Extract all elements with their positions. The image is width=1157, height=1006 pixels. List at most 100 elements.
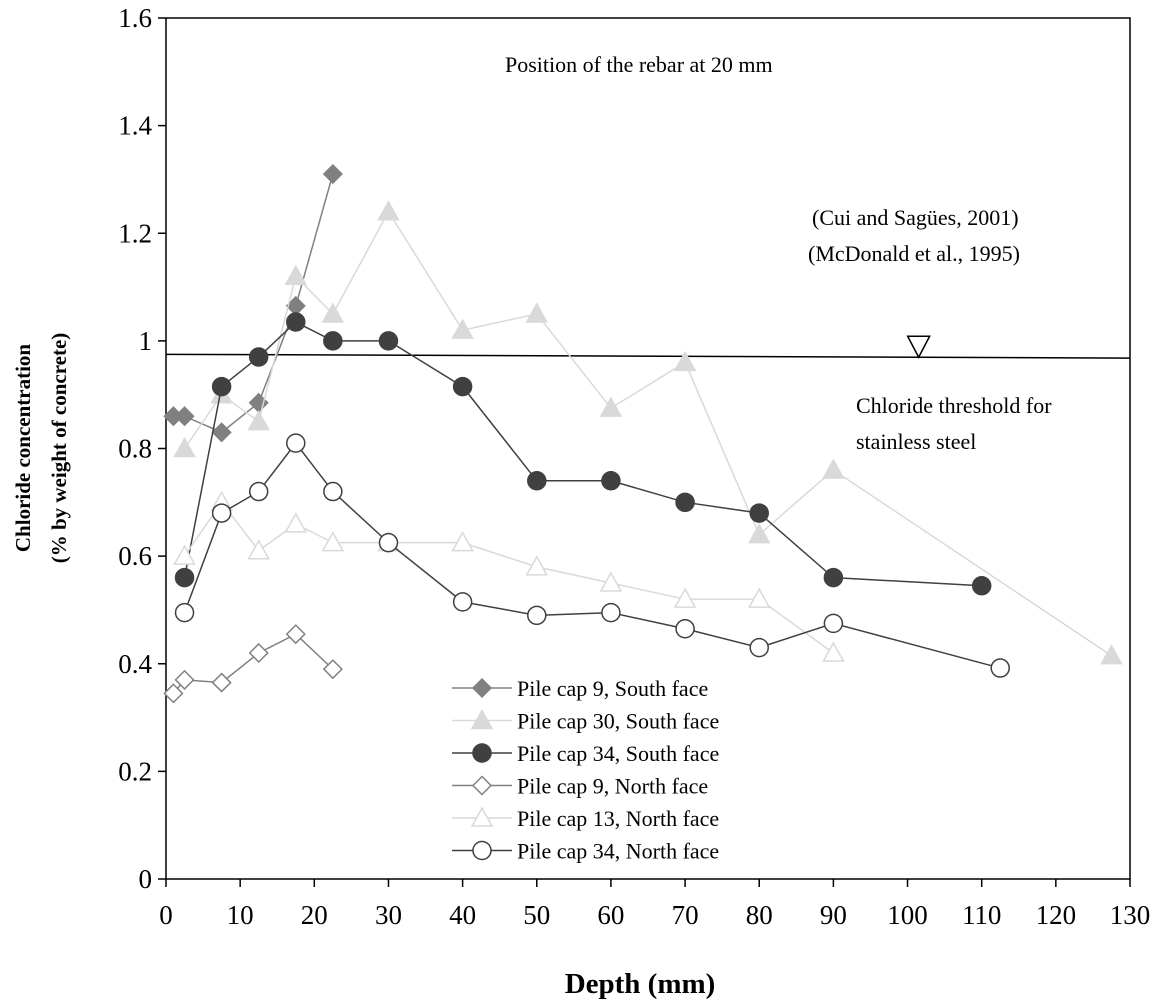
- data-point: [822, 458, 845, 479]
- x-tick-label: 50: [523, 900, 550, 930]
- legend-swatch-marker: [472, 840, 492, 861]
- legend-item: Pile cap 9, South face: [452, 676, 708, 701]
- data-point: [322, 659, 343, 680]
- data-point: [452, 592, 473, 612]
- legend-item: Pile cap 9, North face: [452, 774, 708, 799]
- data-point: [248, 347, 269, 367]
- data-point: [173, 436, 196, 458]
- data-point: [321, 531, 345, 552]
- x-tick-label: 110: [962, 900, 1002, 930]
- x-tick-label: 80: [746, 900, 773, 930]
- y-axis-title-line2: (% by weight of concrete): [47, 333, 71, 564]
- data-point: [284, 264, 308, 286]
- threshold-line: [165, 353, 1131, 359]
- data-point: [749, 503, 769, 523]
- x-tick-label: 60: [597, 900, 624, 930]
- plot-area: [165, 17, 1131, 880]
- data-point: [211, 422, 232, 443]
- legend-label: Pile cap 9, North face: [517, 774, 708, 799]
- data-point: [675, 619, 695, 639]
- data-point: [248, 642, 269, 664]
- series-4: [163, 624, 343, 704]
- series-line: [183, 501, 834, 654]
- y-axis-title-line1: Chloride concentration: [11, 344, 35, 553]
- legend-swatch-marker: [471, 775, 493, 796]
- x-tick-label: 100: [887, 900, 928, 930]
- data-point: [747, 587, 771, 608]
- y-tick-label: 0.8: [118, 434, 152, 464]
- data-point: [378, 331, 399, 351]
- x-tick-label: 40: [449, 900, 476, 930]
- data-point: [601, 602, 621, 623]
- x-tick-label: 20: [301, 900, 328, 930]
- x-tick-label: 130: [1110, 900, 1151, 930]
- x-tick-label: 120: [1036, 900, 1077, 930]
- data-point: [174, 567, 195, 588]
- data-point: [163, 683, 184, 704]
- legend-swatch-marker: [470, 708, 494, 730]
- data-point: [673, 587, 697, 608]
- data-point: [173, 544, 196, 565]
- legend-item: Pile cap 34, South face: [452, 741, 719, 766]
- y-tick-label: 0.2: [118, 756, 152, 786]
- data-point: [601, 471, 621, 491]
- data-point: [284, 512, 308, 533]
- data-point: [248, 481, 269, 502]
- data-point: [247, 539, 270, 560]
- data-point: [823, 567, 844, 588]
- y-tick-label: 0: [139, 864, 153, 894]
- data-point: [675, 492, 695, 513]
- threshold-label-line1: Chloride threshold for: [856, 393, 1052, 418]
- threshold-label-line2: stainless steel: [856, 429, 976, 454]
- x-tick-label: 10: [227, 900, 254, 930]
- legend-swatch-marker: [471, 677, 493, 699]
- x-axis-title: Depth (mm): [565, 968, 716, 1000]
- legend-label: Pile cap 9, South face: [517, 676, 708, 701]
- legend-label: Pile cap 34, South face: [517, 741, 719, 766]
- legend-item: Pile cap 13, North face: [452, 806, 719, 831]
- data-point: [174, 669, 195, 690]
- series-3: [174, 312, 992, 596]
- data-point: [211, 672, 232, 693]
- y-tick-label: 1.2: [118, 218, 152, 248]
- x-tick-label: 90: [820, 900, 847, 930]
- y-tick-label: 1.4: [118, 111, 152, 141]
- data-point: [599, 571, 623, 592]
- series-6: [174, 433, 1010, 678]
- data-point: [211, 376, 232, 397]
- data-point: [749, 637, 769, 658]
- data-point: [377, 200, 400, 221]
- cui-citation: (Cui and Sagües, 2001): [812, 205, 1019, 230]
- data-point: [822, 641, 845, 662]
- legend-item: Pile cap 30, South face: [452, 709, 719, 734]
- data-point: [322, 163, 343, 185]
- data-point: [211, 503, 232, 523]
- data-point: [525, 555, 549, 576]
- data-point: [285, 624, 306, 645]
- data-point: [286, 433, 306, 453]
- data-point: [527, 471, 547, 491]
- data-point: [452, 376, 473, 397]
- data-point: [525, 302, 549, 323]
- legend-swatch-marker: [470, 806, 494, 827]
- x-tick-label: 0: [159, 900, 173, 930]
- data-point: [599, 396, 623, 417]
- data-point: [971, 575, 992, 596]
- legend-label: Pile cap 34, North face: [517, 839, 719, 864]
- rebar-annotation: Position of the rebar at 20 mm: [505, 52, 773, 77]
- data-point: [323, 331, 343, 351]
- legend-label: Pile cap 30, South face: [517, 709, 719, 734]
- legend: Pile cap 9, South face Pile cap 30, South…: [452, 676, 719, 864]
- legend-item: Pile cap 34, North face: [452, 839, 719, 864]
- data-point: [673, 350, 697, 372]
- x-tick-label: 70: [672, 900, 699, 930]
- y-tick-label: 0.4: [118, 649, 152, 679]
- data-point: [323, 481, 343, 502]
- data-point: [451, 531, 474, 552]
- data-point: [286, 312, 306, 332]
- data-point: [451, 318, 474, 339]
- data-point: [174, 602, 195, 623]
- data-point: [747, 523, 771, 544]
- data-point: [990, 658, 1010, 678]
